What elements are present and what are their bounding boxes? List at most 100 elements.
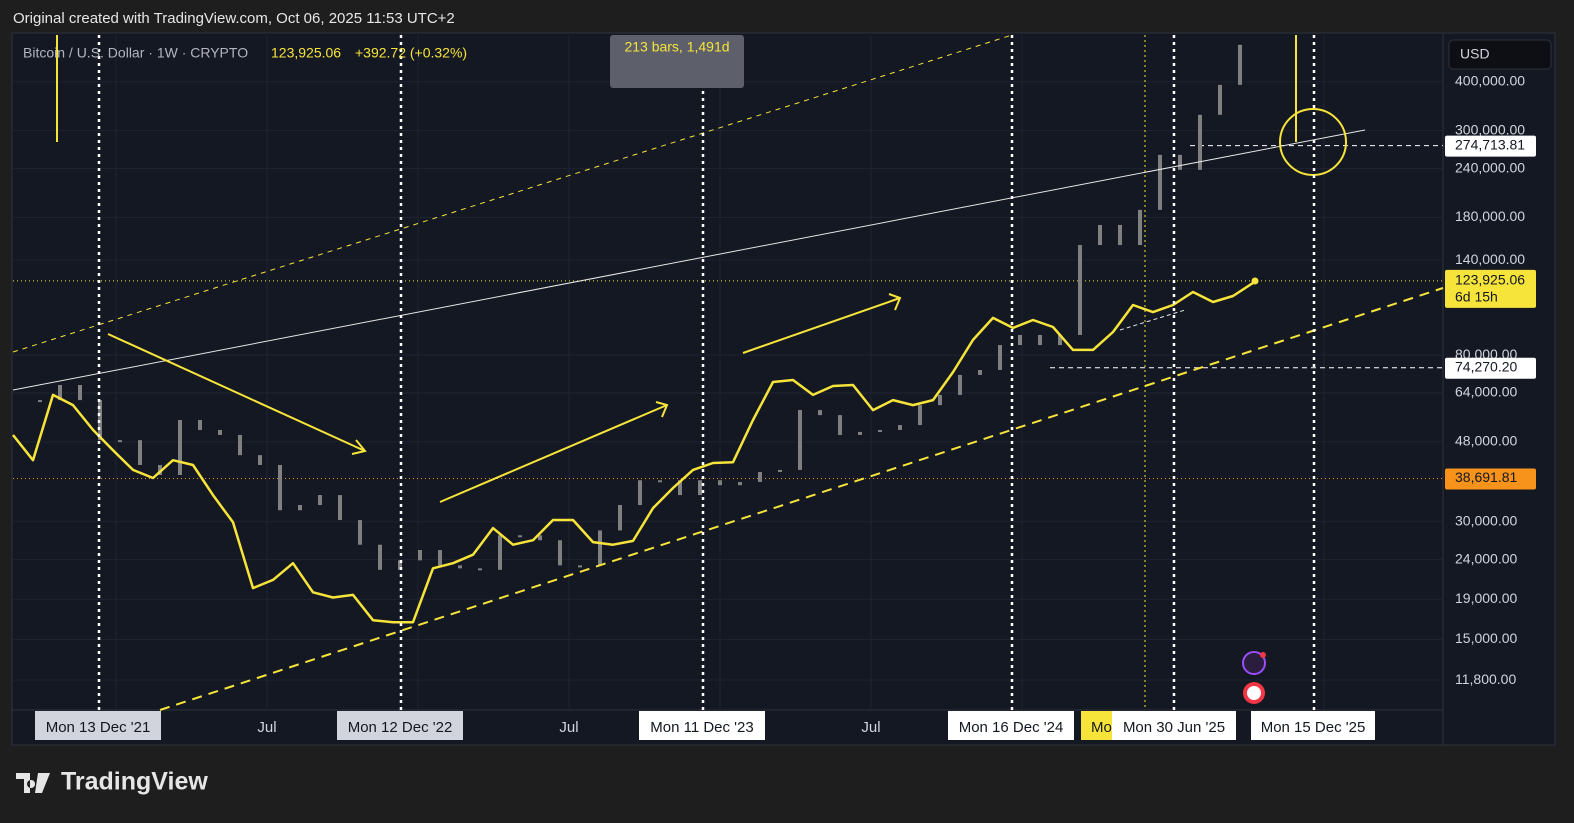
- price-bar: [138, 440, 142, 465]
- price-bar: [698, 480, 702, 496]
- price-bar: [218, 429, 222, 435]
- price-label: 74,270.20: [1455, 358, 1517, 374]
- chart-frame: [11, 32, 1556, 746]
- arrow: [742, 293, 902, 354]
- brand: TradingView: [61, 768, 208, 796]
- price-bar: [1158, 154, 1162, 210]
- symbol-change: +392.72 (+0.32%): [355, 45, 467, 61]
- price-bar: [718, 480, 722, 486]
- price-bar: [918, 405, 922, 426]
- footer-logo: TradingView: [16, 768, 208, 796]
- price-bar: [238, 434, 242, 456]
- price-bar: [378, 544, 382, 570]
- price-bar: [178, 420, 182, 476]
- arrow: [107, 333, 367, 455]
- price-bar: [158, 464, 162, 476]
- y-tick-label: 24,000.00: [1455, 550, 1517, 566]
- price-bar: [578, 565, 582, 568]
- price-bar: [798, 410, 802, 470]
- price-bar: [1198, 114, 1202, 170]
- x-tick-label: Mon 11 Dec '23: [650, 719, 753, 736]
- price-bar: [758, 472, 762, 483]
- y-tick-label: 240,000.00: [1455, 159, 1525, 175]
- price-bar: [1018, 334, 1022, 346]
- event-dot: [1260, 652, 1266, 658]
- measure-box: [610, 35, 744, 88]
- price-bar: [878, 429, 882, 432]
- price-bar: [1238, 44, 1242, 85]
- x-tick-label: Jul: [861, 719, 880, 736]
- last-point: [1251, 277, 1259, 285]
- y-tick-label: 180,000.00: [1455, 208, 1525, 224]
- arrows: [107, 293, 902, 503]
- price-line-series: [12, 281, 1254, 624]
- x-label-badge: [948, 711, 1074, 740]
- currency-button[interactable]: [1448, 39, 1552, 70]
- price-badge: [1445, 468, 1536, 490]
- y-tick-label: 11,800.00: [1455, 671, 1516, 687]
- x-label-badge: [639, 711, 765, 740]
- price-bar: [778, 469, 782, 473]
- price-bar: [838, 415, 842, 435]
- currency-label[interactable]: USD: [1460, 46, 1490, 62]
- price-bar: [518, 535, 522, 538]
- y-tick-label: 30,000.00: [1455, 512, 1517, 528]
- price-bar: [338, 495, 342, 521]
- price-bar: [1218, 84, 1222, 115]
- x-tick-label: Mon 15 Dec '25: [1261, 719, 1366, 736]
- price-bar: [978, 370, 982, 375]
- price-bar: [358, 520, 362, 545]
- y-tick-label: 140,000.00: [1455, 251, 1525, 267]
- arrow: [439, 401, 669, 503]
- price-badge: [1445, 269, 1536, 308]
- x-label-badge: [35, 711, 161, 740]
- price-bar: [998, 345, 1002, 371]
- x-tick-label: Mo: [1091, 719, 1112, 736]
- price-bar: [318, 495, 322, 506]
- price-bar: [938, 394, 942, 406]
- price-bar: [858, 431, 862, 435]
- y-tick-label: 64,000.00: [1455, 384, 1517, 400]
- price-badge: [1445, 135, 1536, 157]
- price-bar: [198, 420, 202, 430]
- price-label: 123,925.06: [1455, 272, 1525, 288]
- price-label: 38,691.81: [1455, 469, 1517, 485]
- price-bar: [1178, 154, 1182, 170]
- price-bar: [818, 410, 822, 416]
- price-bar: [258, 455, 262, 465]
- x-tick-label: Mon 30 Jun '25: [1123, 719, 1225, 736]
- x-tick-label: Jul: [257, 719, 276, 736]
- price-bar: [558, 540, 562, 566]
- y-tick-label: 400,000.00: [1455, 73, 1525, 89]
- trend-line: [1119, 309, 1186, 331]
- price-bar: [78, 385, 82, 401]
- price-bar: [418, 549, 422, 561]
- x-tick-label: Jul: [559, 719, 578, 736]
- event-icons: [1242, 651, 1266, 704]
- price-badge: [1445, 357, 1536, 379]
- drawings: [12, 34, 1444, 711]
- price-bar: [678, 480, 682, 496]
- price-bar: [1118, 224, 1122, 246]
- x-label-badge: [1251, 711, 1375, 740]
- price-bar: [1138, 209, 1142, 246]
- x-label-badge: [1112, 711, 1236, 740]
- price-bar: [498, 535, 502, 570]
- price-bar: [478, 568, 482, 571]
- price-bar: [538, 535, 542, 541]
- price-bar: [438, 549, 442, 566]
- symbol-price: 123,925.06: [271, 45, 341, 61]
- x-tick-label: Mon 12 Dec '22: [348, 719, 453, 736]
- logo-mark: [16, 773, 50, 793]
- price-bar: [458, 565, 462, 569]
- x-tick-label: Mon 16 Dec '24: [959, 719, 1064, 736]
- event-icon[interactable]: [1242, 651, 1266, 675]
- caption: Original created with TradingView.com, O…: [13, 10, 455, 27]
- price-bar: [658, 480, 662, 483]
- y-tick-label: 300,000.00: [1455, 121, 1525, 137]
- x-tick-label: Mon 13 Dec '21: [46, 719, 151, 736]
- price-bar: [898, 425, 902, 430]
- symbol-name: Bitcoin / U.S. Dollar · 1W · CRYPTO: [23, 45, 248, 61]
- flag-icon: [1247, 686, 1261, 700]
- trend-line: [12, 129, 1366, 391]
